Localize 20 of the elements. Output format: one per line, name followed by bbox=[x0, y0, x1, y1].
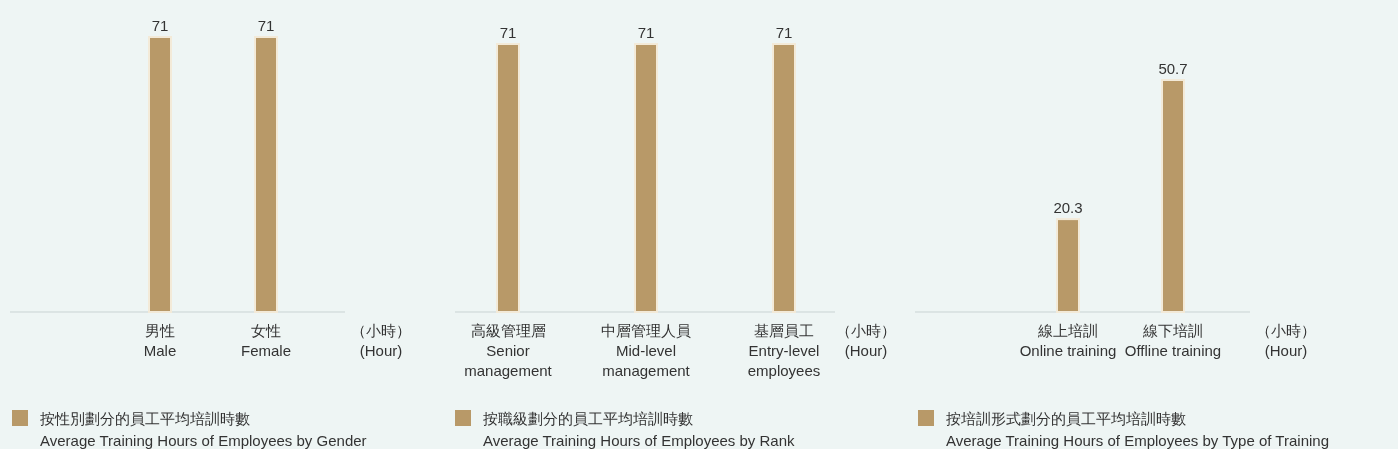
category: 高級管理層 Senior management bbox=[464, 322, 552, 379]
data-label: 71 bbox=[257, 17, 275, 34]
xlabel: （小時） (Hour) bbox=[836, 322, 896, 359]
category: 男性 Male bbox=[143, 322, 177, 359]
data-label: 20.3 bbox=[1053, 199, 1083, 217]
data-label: 71 bbox=[499, 24, 517, 41]
category: 線下培訓 Offline training bbox=[1124, 322, 1222, 359]
data-label: 50.7 bbox=[1158, 60, 1188, 77]
xlabel: （小時） (Hour) bbox=[1256, 322, 1316, 359]
category: 中層管理人員 Mid-level management bbox=[601, 322, 691, 379]
legend: 按職級劃分的員工平均培訓時數 Average Training Hours of Employees by Rank bbox=[483, 410, 795, 449]
category: 女性 Female bbox=[241, 322, 291, 359]
data-label: 71 bbox=[637, 24, 655, 41]
legend: 按性別劃分的員工平均培訓時數 Average Training Hours of Employees by Gender bbox=[40, 410, 367, 449]
category: 線上培訓 Online training bbox=[1019, 322, 1117, 359]
category: 基層員工 Entry-level employees bbox=[747, 322, 821, 379]
xlabel: （小時） (Hour) bbox=[351, 322, 411, 359]
data-label: 71 bbox=[151, 17, 169, 34]
data-label: 71 bbox=[775, 24, 793, 41]
legend: 按培訓形式劃分的員工平均培訓時數 Average Training Hours of Employees by Type of Training bbox=[946, 410, 1329, 449]
